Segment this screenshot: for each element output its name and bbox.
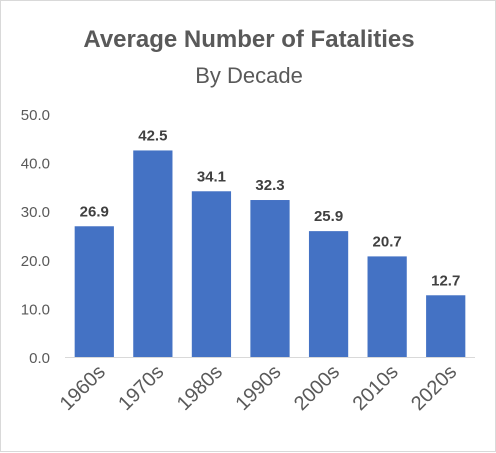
- bar-1960s: [74, 226, 114, 357]
- bar-1970s: [133, 150, 173, 357]
- y-tick-label: 40.0: [21, 156, 50, 173]
- x-tick-label: 1960s: [56, 361, 110, 415]
- bar-2020s: [426, 295, 466, 357]
- data-labels: 26.9 42.5 34.1 32.3 25.9 20.7 12.7: [80, 127, 461, 289]
- data-label: 25.9: [314, 208, 343, 225]
- y-tick-label: 30.0: [21, 204, 50, 221]
- data-label: 20.7: [373, 233, 402, 250]
- bar-2000s: [308, 231, 349, 357]
- y-axis: 0.0 10.0 20.0 30.0 40.0 50.0: [21, 107, 50, 367]
- y-tick-label: 10.0: [21, 301, 50, 318]
- x-tick-label: 2010s: [349, 361, 403, 415]
- x-tick-label: 1980s: [173, 361, 227, 415]
- bars: [74, 150, 466, 357]
- data-label: 12.7: [431, 272, 460, 289]
- x-tick-label: 2020s: [407, 361, 461, 415]
- data-label: 34.1: [197, 168, 226, 185]
- bar-1980s: [191, 191, 232, 357]
- x-tick-label: 2000s: [290, 361, 344, 415]
- data-label: 32.3: [255, 177, 284, 194]
- y-tick-label: 50.0: [21, 107, 50, 124]
- chart-subtitle: By Decade: [195, 63, 303, 88]
- bar-1990s: [250, 200, 290, 357]
- chart-title: Average Number of Fatalities: [83, 26, 414, 53]
- x-tick-label: 1970s: [114, 361, 168, 415]
- y-tick-label: 0.0: [29, 350, 50, 367]
- data-label: 26.9: [80, 203, 109, 220]
- x-tick-label: 1990s: [231, 361, 285, 415]
- data-label: 42.5: [138, 127, 167, 144]
- bar-2010s: [367, 256, 407, 357]
- x-axis: 1960s 1970s 1980s 1990s 2000s 2010s 2020s: [56, 361, 462, 415]
- y-tick-label: 20.0: [21, 253, 50, 270]
